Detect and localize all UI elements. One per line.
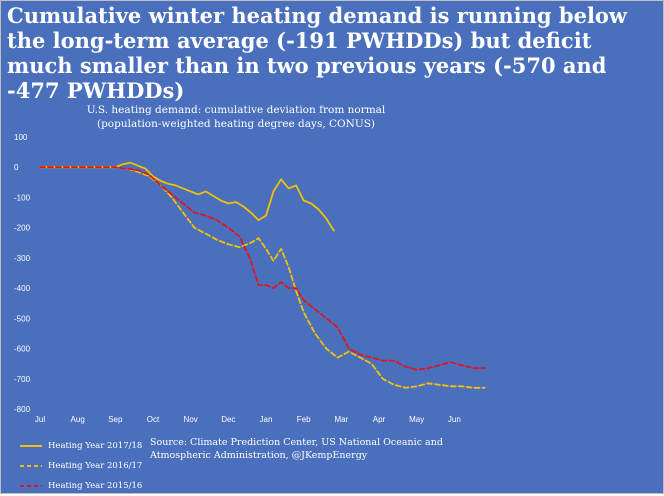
series-line: [39, 166, 486, 371]
y-tick-label: -600: [14, 345, 31, 354]
y-tick-label: -200: [14, 224, 31, 233]
legend-item: Heating Year 2017/18: [20, 436, 142, 456]
legend: Heating Year 2017/18 Heating Year 2016/1…: [20, 436, 142, 496]
x-tick-label: Feb: [297, 415, 311, 424]
source-note: Source: Climate Prediction Center, US Na…: [150, 437, 443, 461]
chart-subtitle: (population-weighted heating degree days…: [96, 118, 375, 130]
y-tick-label: -400: [14, 284, 31, 293]
legend-label: Heating Year 2015/16: [48, 481, 143, 491]
y-tick-label: 0: [14, 163, 19, 172]
y-tick-label: -700: [14, 375, 31, 384]
x-tick-label: Jun: [448, 415, 461, 424]
x-tick-label: Mar: [334, 415, 348, 424]
series-line: [39, 161, 335, 232]
y-tick-label: -500: [14, 314, 31, 323]
x-tick-label: Nov: [184, 415, 198, 424]
x-tick-label: Jan: [260, 415, 273, 424]
x-tick-label: Apr: [373, 415, 386, 424]
y-tick-label: -100: [14, 193, 31, 202]
legend-item: Heating Year 2015/16: [20, 476, 142, 496]
y-tick-label: 100: [14, 133, 28, 142]
x-tick-label: Sep: [108, 415, 123, 424]
legend-item: Heating Year 2016/17: [20, 456, 142, 476]
x-tick-label: Oct: [147, 415, 160, 424]
chart-title-block: U.S. heating demand: cumulative deviatio…: [71, 103, 401, 131]
x-tick-label: May: [409, 415, 424, 424]
y-tick-label: -300: [14, 254, 31, 263]
y-tick-label: -800: [14, 405, 31, 414]
legend-label: Heating Year 2017/18: [48, 441, 143, 451]
x-tick-label: Dec: [221, 415, 235, 424]
headline: Cumulative winter heating demand is runn…: [7, 3, 628, 103]
legend-label: Heating Year 2016/17: [48, 461, 143, 471]
x-tick-label: Aug: [71, 415, 85, 424]
chart-title: U.S. heating demand: cumulative deviatio…: [86, 104, 386, 116]
x-tick-label: Jul: [35, 415, 45, 424]
series-line: [39, 166, 486, 389]
